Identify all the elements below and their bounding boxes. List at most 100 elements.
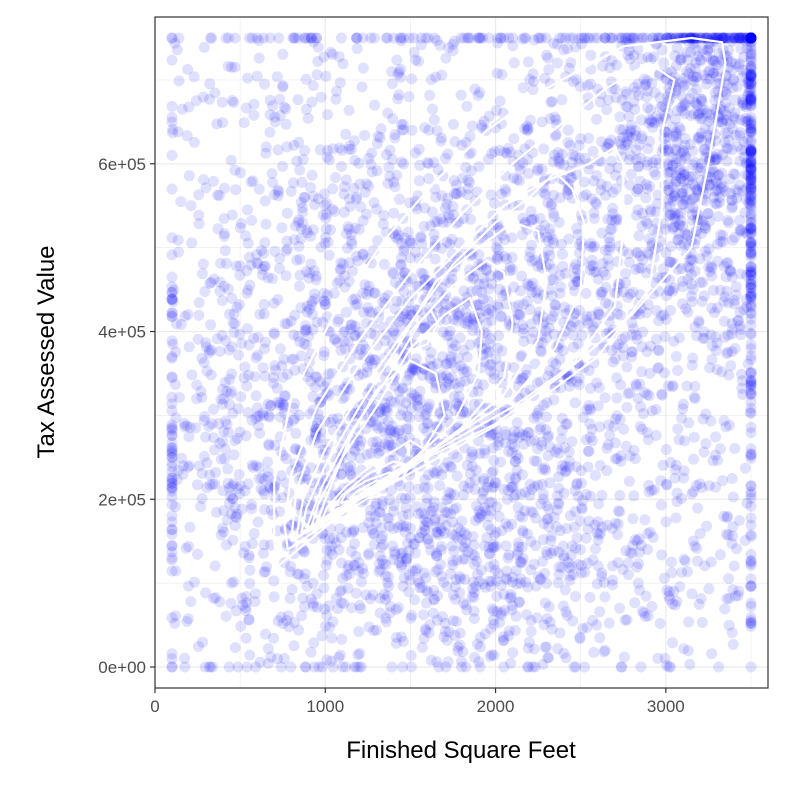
scatter-point bbox=[414, 394, 426, 406]
scatter-point bbox=[607, 560, 619, 572]
scatter-point bbox=[166, 485, 178, 497]
scatter-point bbox=[705, 329, 717, 341]
scatter-point bbox=[221, 418, 233, 430]
scatter-point bbox=[234, 269, 246, 281]
scatter-point bbox=[373, 566, 385, 578]
scatter-point bbox=[274, 343, 286, 355]
scatter-point bbox=[241, 380, 253, 392]
scatter-point bbox=[590, 543, 601, 555]
scatter-point bbox=[741, 116, 753, 128]
scatter-point bbox=[166, 423, 178, 435]
scatter-point bbox=[577, 623, 589, 635]
scatter-point bbox=[236, 592, 248, 604]
scatter-point bbox=[400, 397, 412, 409]
scatter-point bbox=[397, 404, 409, 416]
scatter-point bbox=[353, 370, 365, 381]
scatter-point bbox=[724, 419, 735, 431]
scatter-point bbox=[238, 372, 250, 384]
scatter-point bbox=[306, 299, 318, 310]
scatter-point bbox=[278, 390, 290, 402]
scatter-point bbox=[536, 116, 548, 128]
scatter-point bbox=[421, 418, 433, 430]
scatter-point bbox=[537, 493, 549, 505]
scatter-point bbox=[216, 96, 228, 108]
scatter-point bbox=[334, 649, 346, 661]
scatter-point bbox=[259, 370, 271, 382]
scatter-point bbox=[461, 365, 473, 377]
scatter-point bbox=[447, 343, 459, 355]
scatter-point bbox=[448, 175, 460, 187]
scatter-point bbox=[731, 543, 743, 555]
scatter-point bbox=[547, 310, 559, 322]
scatter-point bbox=[209, 444, 221, 456]
scatter-point bbox=[353, 157, 365, 169]
scatter-point bbox=[264, 400, 276, 412]
scatter-point bbox=[663, 284, 675, 296]
scatter-point bbox=[166, 461, 178, 473]
scatter-point bbox=[446, 248, 458, 260]
scatter-point bbox=[226, 292, 238, 304]
scatter-point bbox=[525, 318, 537, 330]
scatter-point bbox=[482, 295, 494, 307]
scatter-point bbox=[558, 301, 570, 313]
scatter-point bbox=[479, 444, 491, 456]
scatter-point bbox=[231, 301, 243, 313]
scatter-point bbox=[733, 585, 745, 597]
scatter-point bbox=[293, 568, 305, 580]
scatter-point bbox=[247, 175, 259, 187]
scatter-point bbox=[512, 453, 524, 464]
scatter-point bbox=[244, 564, 256, 576]
scatter-point bbox=[621, 614, 633, 626]
scatter-point bbox=[670, 512, 682, 524]
scatter-point bbox=[468, 398, 480, 410]
scatter-point bbox=[715, 236, 727, 247]
scatter-point bbox=[652, 344, 664, 356]
scatter-point bbox=[440, 519, 452, 531]
scatter-point bbox=[395, 71, 407, 83]
scatter-point bbox=[259, 195, 271, 207]
scatter-point bbox=[243, 552, 255, 564]
scatter-point bbox=[584, 264, 596, 276]
scatter-point bbox=[410, 565, 421, 577]
scatter-point bbox=[550, 358, 562, 370]
scatter-point bbox=[556, 94, 568, 106]
scatter-point bbox=[591, 527, 603, 539]
scatter-point bbox=[537, 555, 549, 567]
scatter-point bbox=[508, 491, 520, 503]
scatter-point bbox=[445, 351, 457, 363]
scatter-point bbox=[416, 370, 428, 381]
scatter-point bbox=[583, 445, 595, 457]
scatter-point bbox=[452, 641, 464, 653]
scatter-point bbox=[377, 530, 389, 542]
scatter-point bbox=[492, 270, 504, 282]
scatter-point bbox=[276, 222, 288, 234]
scatter-point bbox=[707, 284, 719, 296]
scatter-point bbox=[491, 501, 503, 513]
scatter-point bbox=[376, 499, 388, 511]
scatter-point bbox=[503, 630, 515, 642]
scatter-point bbox=[606, 344, 618, 356]
scatter-point bbox=[564, 570, 576, 582]
scatter-point bbox=[397, 119, 409, 130]
scatter-point bbox=[558, 647, 570, 659]
scatter-point bbox=[580, 287, 592, 299]
scatter-point bbox=[534, 424, 546, 436]
scatter-point bbox=[229, 32, 241, 44]
scatter-point bbox=[254, 427, 266, 439]
scatter-point bbox=[289, 364, 301, 376]
scatter-point bbox=[571, 532, 583, 544]
scatter-point bbox=[180, 542, 192, 554]
scatter-point bbox=[428, 496, 440, 508]
scatter-point bbox=[688, 38, 700, 50]
scatter-point bbox=[196, 467, 208, 479]
scatter-point bbox=[745, 559, 757, 571]
scatter-point bbox=[500, 540, 512, 552]
scatter-point bbox=[227, 493, 239, 504]
scatter-point bbox=[524, 479, 536, 490]
scatter-point bbox=[197, 258, 209, 270]
scatter-point bbox=[488, 541, 500, 553]
scatter-point bbox=[519, 487, 531, 498]
scatter-point bbox=[607, 356, 619, 368]
scatter-point bbox=[595, 178, 607, 190]
scatter-point bbox=[546, 198, 558, 210]
